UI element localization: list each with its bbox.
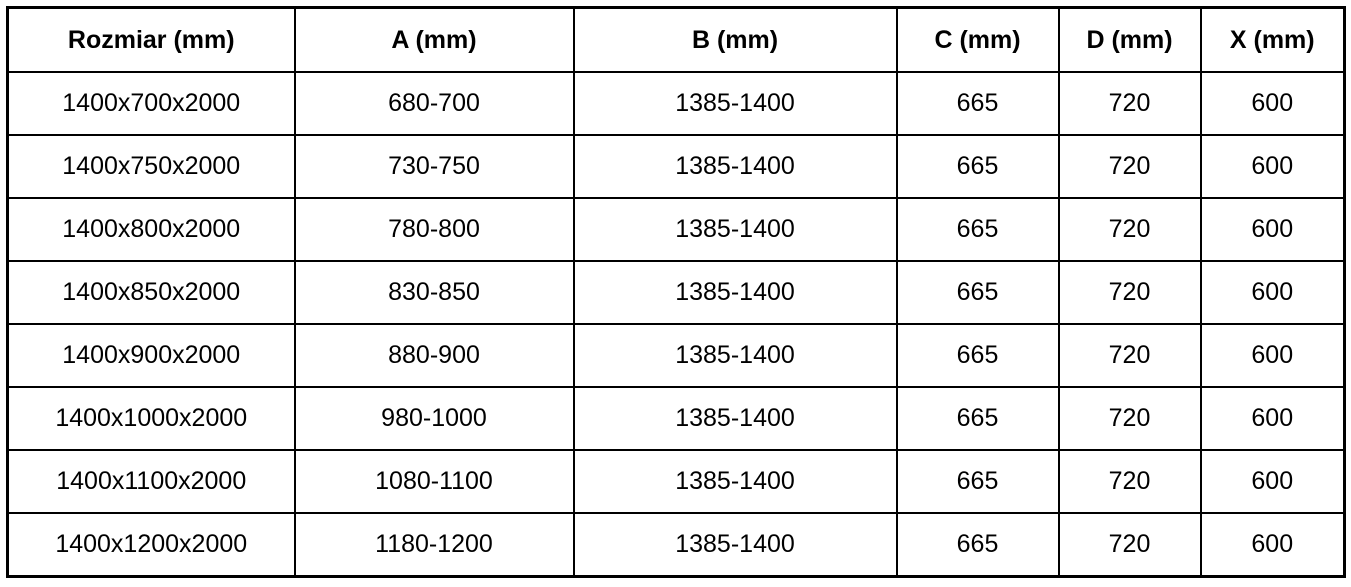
table-row: 1400x850x2000 830-850 1385-1400 665 720 … [6, 260, 1346, 325]
table-row: 1400x800x2000 780-800 1385-1400 665 720 … [6, 197, 1346, 262]
cell-b: 1385-1400 [572, 260, 898, 325]
table-body: 1400x700x2000 680-700 1385-1400 665 720 … [6, 71, 1346, 578]
cell-b: 1385-1400 [572, 71, 898, 136]
cell-c: 665 [895, 449, 1060, 514]
cell-d: 720 [1057, 512, 1202, 578]
cell-rozmiar: 1400x900x2000 [6, 323, 296, 388]
cell-b: 1385-1400 [572, 449, 898, 514]
cell-d: 720 [1057, 134, 1202, 199]
cell-rozmiar: 1400x800x2000 [6, 197, 296, 262]
cell-c: 665 [895, 71, 1060, 136]
cell-c: 665 [895, 197, 1060, 262]
cell-a: 1080-1100 [293, 449, 575, 514]
cell-rozmiar: 1400x1200x2000 [6, 512, 296, 578]
cell-c: 665 [895, 134, 1060, 199]
cell-a: 780-800 [293, 197, 575, 262]
cell-x: 600 [1199, 323, 1346, 388]
cell-a: 680-700 [293, 71, 575, 136]
cell-x: 600 [1199, 386, 1346, 451]
cell-c: 665 [895, 512, 1060, 578]
cell-d: 720 [1057, 197, 1202, 262]
column-header-rozmiar: Rozmiar (mm) [6, 6, 296, 73]
header-row: Rozmiar (mm) A (mm) B (mm) C (mm) D (mm)… [6, 6, 1346, 73]
cell-rozmiar: 1400x850x2000 [6, 260, 296, 325]
cell-c: 665 [895, 323, 1060, 388]
column-header-d: D (mm) [1057, 6, 1202, 73]
column-header-a: A (mm) [293, 6, 575, 73]
table-row: 1400x750x2000 730-750 1385-1400 665 720 … [6, 134, 1346, 199]
cell-b: 1385-1400 [572, 134, 898, 199]
cell-d: 720 [1057, 386, 1202, 451]
table-row: 1400x1000x2000 980-1000 1385-1400 665 72… [6, 386, 1346, 451]
table-header: Rozmiar (mm) A (mm) B (mm) C (mm) D (mm)… [6, 6, 1346, 73]
cell-b: 1385-1400 [572, 512, 898, 578]
cell-a: 830-850 [293, 260, 575, 325]
cell-d: 720 [1057, 260, 1202, 325]
cell-x: 600 [1199, 197, 1346, 262]
cell-b: 1385-1400 [572, 323, 898, 388]
dimensions-table: Rozmiar (mm) A (mm) B (mm) C (mm) D (mm)… [6, 6, 1346, 578]
cell-d: 720 [1057, 323, 1202, 388]
cell-x: 600 [1199, 71, 1346, 136]
table-row: 1400x1100x2000 1080-1100 1385-1400 665 7… [6, 449, 1346, 514]
cell-b: 1385-1400 [572, 386, 898, 451]
cell-c: 665 [895, 386, 1060, 451]
table-row: 1400x900x2000 880-900 1385-1400 665 720 … [6, 323, 1346, 388]
cell-a: 880-900 [293, 323, 575, 388]
table-row: 1400x700x2000 680-700 1385-1400 665 720 … [6, 71, 1346, 136]
cell-rozmiar: 1400x700x2000 [6, 71, 296, 136]
cell-x: 600 [1199, 134, 1346, 199]
cell-a: 1180-1200 [293, 512, 575, 578]
column-header-c: C (mm) [895, 6, 1060, 73]
cell-b: 1385-1400 [572, 197, 898, 262]
cell-a: 980-1000 [293, 386, 575, 451]
column-header-x: X (mm) [1199, 6, 1346, 73]
cell-x: 600 [1199, 512, 1346, 578]
cell-a: 730-750 [293, 134, 575, 199]
cell-x: 600 [1199, 449, 1346, 514]
cell-c: 665 [895, 260, 1060, 325]
column-header-b: B (mm) [572, 6, 898, 73]
cell-rozmiar: 1400x1100x2000 [6, 449, 296, 514]
cell-rozmiar: 1400x1000x2000 [6, 386, 296, 451]
cell-d: 720 [1057, 449, 1202, 514]
cell-x: 600 [1199, 260, 1346, 325]
cell-d: 720 [1057, 71, 1202, 136]
cell-rozmiar: 1400x750x2000 [6, 134, 296, 199]
table-row: 1400x1200x2000 1180-1200 1385-1400 665 7… [6, 512, 1346, 578]
